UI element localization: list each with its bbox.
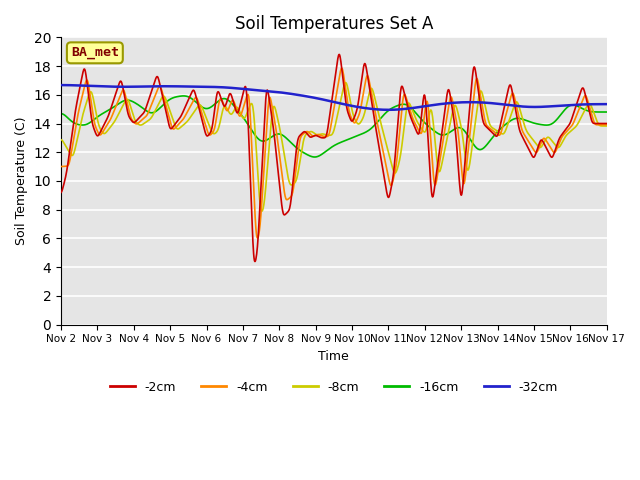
Y-axis label: Soil Temperature (C): Soil Temperature (C) <box>15 117 28 245</box>
Legend: -2cm, -4cm, -8cm, -16cm, -32cm: -2cm, -4cm, -8cm, -16cm, -32cm <box>104 376 563 399</box>
Text: BA_met: BA_met <box>71 46 119 60</box>
X-axis label: Time: Time <box>319 350 349 363</box>
Title: Soil Temperatures Set A: Soil Temperatures Set A <box>235 15 433 33</box>
